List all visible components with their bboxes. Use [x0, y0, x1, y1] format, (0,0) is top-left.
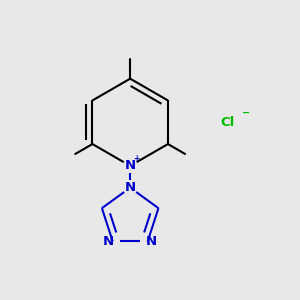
Text: N: N [124, 181, 136, 194]
Text: N: N [124, 159, 136, 172]
Text: N: N [146, 235, 157, 248]
Text: Cl: Cl [220, 116, 234, 129]
Text: N: N [103, 235, 114, 248]
Text: −: − [242, 107, 250, 117]
Text: +: + [134, 154, 140, 164]
